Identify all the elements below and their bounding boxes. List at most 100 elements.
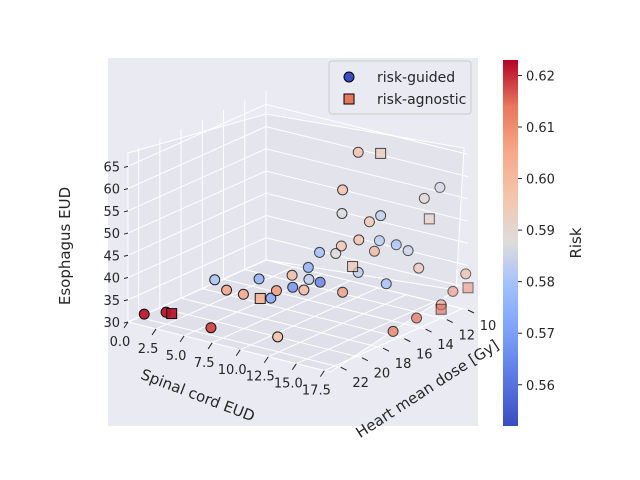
colorbar-tick-label: 0.59 <box>526 224 555 239</box>
risk-guided-point <box>353 234 365 246</box>
colorbar-tick-label: 0.60 <box>526 173 555 188</box>
z-tick-mark <box>123 254 129 257</box>
z-tick-mark <box>123 277 129 280</box>
x-tick-label: 17.5 <box>302 384 331 399</box>
z-tick-mark <box>123 299 129 302</box>
z-axis-label: Esophagus EUD <box>56 187 74 305</box>
x-tick-mark <box>151 328 157 336</box>
scatter-points <box>138 146 474 343</box>
colorbar-tick-label: 0.56 <box>526 379 555 394</box>
y-tick-mark <box>340 366 347 371</box>
risk-guided-point <box>363 216 375 228</box>
z-tick-label: 30 <box>103 316 120 331</box>
x-tick-label: 2.5 <box>138 342 159 357</box>
axis-ticks: 0.0 2.5 5.0 7.5 10.0 12.5 15.0 17.5 10 12 14 16 18 20… <box>103 160 496 398</box>
z-tick-label: 55 <box>103 205 120 220</box>
x-tick-mark <box>235 349 241 357</box>
x-tick-mark <box>179 335 185 343</box>
z-tick-mark <box>123 188 129 191</box>
z-grid-line-left <box>127 170 267 234</box>
legend-label-risk-guided: risk-guided <box>377 70 455 86</box>
risk-guided-point <box>337 184 349 196</box>
y-grid-line <box>138 316 341 368</box>
risk-guided-point <box>380 278 392 290</box>
risk-guided-point <box>314 276 326 288</box>
y-tick-label: 10 <box>480 319 497 334</box>
z-tick-label: 60 <box>103 183 120 198</box>
risk-guided-point <box>373 235 385 247</box>
z-grid-line-back <box>265 215 469 267</box>
z-grid-line-back <box>265 126 469 178</box>
x-tick-mark <box>207 342 213 350</box>
x-grid-line <box>240 287 379 351</box>
risk-guided-point <box>387 325 399 337</box>
colorbar-label: Risk <box>567 227 585 258</box>
y-tick-label: 12 <box>458 329 475 344</box>
z-grid-line-left <box>127 259 267 323</box>
y-grid-line <box>159 307 362 359</box>
y-tick-mark <box>404 338 411 343</box>
legend-circle-marker <box>343 71 355 83</box>
y-grid-line <box>202 288 405 340</box>
risk-guided-point <box>303 273 315 285</box>
z-grid-line-back <box>265 170 469 222</box>
x-grid-line <box>155 266 295 330</box>
x-grid-line <box>296 301 435 365</box>
risk-guided-point <box>253 273 265 285</box>
z-grid-line-back <box>265 103 469 155</box>
risk-guided-point <box>221 284 233 296</box>
colorbar-ticks: 0.56 0.57 0.58 0.59 0.60 0.61 0.62 <box>518 69 555 394</box>
risk-guided-point <box>205 322 217 334</box>
risk-guided-point <box>237 288 249 300</box>
risk-agnostic-point <box>423 213 435 225</box>
y-tick-mark <box>361 357 369 362</box>
risk-guided-point <box>352 146 364 158</box>
x-tick-label: 10.0 <box>218 363 247 378</box>
y-tick-label: 14 <box>437 338 454 353</box>
risk-agnostic-point <box>435 303 447 315</box>
y-tick-label: 16 <box>416 348 433 363</box>
risk-guided-point <box>434 181 446 193</box>
x-tick-mark <box>263 356 269 363</box>
z-tick-label: 45 <box>103 249 120 264</box>
risk-guided-point <box>447 285 459 297</box>
risk-guided-point <box>298 284 310 296</box>
x-tick-label: 5.0 <box>166 349 187 364</box>
risk-guided-point <box>375 210 387 222</box>
y-grid-line <box>223 278 426 330</box>
y-tick-label: 22 <box>352 376 369 391</box>
y-tick-mark <box>382 347 390 352</box>
risk-guided-point <box>314 246 326 258</box>
z-tick-label: 40 <box>103 272 120 287</box>
x-tick-label: 7.5 <box>194 356 215 371</box>
y-tick-mark <box>446 319 453 323</box>
x-grid-line <box>268 294 407 358</box>
y-tick-label: 20 <box>374 367 391 382</box>
x-tick-mark <box>291 363 297 370</box>
z-grid-line-left <box>127 215 267 278</box>
risk-guided-point <box>302 261 314 273</box>
risk-agnostic-point <box>347 261 359 273</box>
x-tick-label: 12.5 <box>246 370 275 385</box>
colorbar-tick-label: 0.57 <box>526 327 555 342</box>
risk-guided-point <box>209 274 221 286</box>
z-grid-line-back <box>265 259 469 311</box>
z-tick-mark <box>123 165 129 168</box>
risk-guided-point <box>418 192 430 204</box>
legend-frame <box>328 60 472 115</box>
risk-guided-point <box>286 269 298 281</box>
risk-guided-point <box>368 245 380 257</box>
risk-guided-point <box>413 262 425 274</box>
z-tick-label: 50 <box>103 227 120 242</box>
risk-guided-point <box>336 208 348 220</box>
risk-guided-point <box>138 308 150 320</box>
colorbar-tick-label: 0.61 <box>526 121 555 136</box>
risk-guided-point <box>460 268 472 280</box>
risk-agnostic-point <box>462 282 474 294</box>
z-grid-line-left <box>127 103 267 167</box>
z-grid-line-left <box>127 237 267 301</box>
z-grid-line-back <box>265 148 469 200</box>
y-tick-label: 18 <box>395 357 412 372</box>
y-grid-line <box>180 297 384 349</box>
